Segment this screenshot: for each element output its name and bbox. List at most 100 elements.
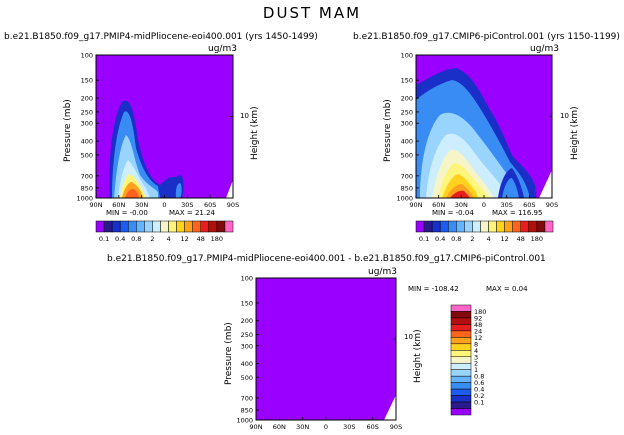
panel-c-xtick-label: 90S (390, 423, 402, 431)
panel-a-ytick-label: 1000 (76, 195, 93, 203)
colorbar-b-label: 0.1 (419, 235, 429, 243)
panel-a-ytick-label: 700 (81, 172, 93, 180)
panel-b-ylabel: Pressure (mb) (383, 99, 393, 162)
panel-c-xtick-label: 0 (324, 423, 328, 431)
colorbar-c-label: 0.4 (474, 386, 484, 394)
colorbar-b-swatch (439, 220, 449, 233)
panel-b-ytick-label: 100 (401, 52, 413, 60)
panel-b-ytick-label: 500 (401, 151, 413, 159)
colorbar-a-swatch (152, 220, 161, 233)
panel-a-xtick-label: 0 (162, 201, 166, 209)
panel-b-ytick-label: 250 (401, 108, 413, 116)
panel-c-max: MAX = 0.04 (486, 285, 528, 293)
panel-c-title: b.e21.B1850.f09_g17.PMIP4-midPliocene-eo… (107, 254, 546, 264)
colorbar-b-swatch (488, 220, 497, 233)
panel-b-xtick-label: 90S (546, 201, 558, 209)
colorbar-c-swatch (450, 382, 472, 390)
colorbar-b: 0.1 0.4 0.8 2 4 12 48 180 (415, 220, 554, 243)
panel-c-background (256, 278, 396, 420)
panel-c-min: MIN = -108.42 (408, 285, 459, 293)
colorbar-b-swatch (512, 220, 522, 233)
colorbar-b-swatch (447, 220, 457, 233)
panel-c-ytick-label: 850 (241, 406, 253, 414)
colorbar-a-label: 180 (211, 235, 223, 243)
panel-a-xtick-label: 30N (135, 201, 148, 209)
colorbar-b-swatch (415, 220, 425, 233)
colorbar-a-swatch (144, 220, 153, 233)
colorbar-b-swatch (504, 220, 513, 233)
panel-c-ytick-label: 150 (241, 300, 253, 308)
panel-a-title: b.e21.B1850.f09_g17.PMIP4-midPliocene-eo… (4, 32, 318, 42)
colorbar-a-swatch (208, 220, 218, 233)
panel-c-ylabel: Pressure (mb) (224, 322, 234, 385)
colorbar-a-label: 48 (197, 235, 205, 243)
panel-a-xtick-label: 90N (89, 201, 102, 209)
panel-b-xtick-label: 60N (432, 201, 445, 209)
panel-a-xtick-label: 60N (112, 201, 125, 209)
colorbar-b-swatch (520, 220, 530, 233)
colorbar-a-swatch (119, 220, 129, 233)
colorbar-c-swatch (450, 324, 472, 332)
colorbar-c-label: 48 (474, 321, 482, 329)
panel-b-ytick-label: 850 (401, 184, 413, 192)
panel-c-ytick-label: 100 (241, 275, 253, 283)
colorbar-c-label: 0.2 (474, 392, 484, 400)
colorbar-b-label: 12 (501, 235, 509, 243)
panel-c-ylabel-right: Height (km) (413, 329, 423, 383)
colorbar-c-label: 180 (474, 308, 486, 316)
colorbar-c-swatch (450, 304, 472, 312)
panel-b-ylabel-right: Height (km) (570, 106, 580, 160)
colorbar-a-label: 12 (181, 235, 189, 243)
panel-c-xtick-label: 30N (296, 423, 309, 431)
colorbar-a-swatch (224, 220, 234, 233)
colorbar-c-swatch (450, 356, 472, 364)
panel-a-ylabel: Pressure (mb) (63, 99, 73, 162)
panel-b-units: ug/m3 (530, 44, 559, 54)
panel-b-xtick-label: 0 (482, 201, 486, 209)
panel-b-ytick-label: 300 (401, 120, 413, 128)
colorbar-c-swatch (450, 401, 472, 409)
colorbar-a-swatch (200, 220, 210, 233)
colorbar-b-swatch (528, 220, 538, 233)
colorbar-a-swatch (216, 220, 226, 233)
panel-c-missing-region (384, 395, 396, 420)
colorbar-b-swatch (496, 220, 505, 233)
colorbar-a-swatch (111, 220, 121, 233)
colorbar-a-swatch (184, 220, 193, 233)
panel-a-ytick-label: 150 (81, 77, 93, 85)
colorbar-a-swatch (127, 220, 137, 233)
colorbar-b-swatch (480, 220, 489, 233)
colorbar-b-label: 48 (517, 235, 525, 243)
panel-c-units: ug/m3 (368, 267, 397, 277)
colorbar-a-swatch (136, 220, 145, 233)
colorbar-b-swatch (536, 220, 546, 233)
panel-c-ytick-label: 700 (241, 395, 253, 403)
colorbar-c-swatch (450, 311, 472, 319)
colorbar-b-label: 0.8 (451, 235, 461, 243)
colorbar-c-swatch (450, 369, 472, 377)
colorbar-b-swatch (431, 220, 441, 233)
panel-b-xtick-label: 30N (455, 201, 468, 209)
colorbar-c-swatch (450, 362, 472, 370)
panel-c-ytick-label: 200 (241, 317, 253, 325)
panel-b-xtick-label: 60S (523, 201, 535, 209)
colorbar-b-swatch (423, 220, 433, 233)
colorbar-c-label: 0.1 (474, 399, 484, 407)
panel-b-ytick-label: 200 (401, 95, 413, 103)
colorbar-a-swatch (160, 220, 169, 233)
panel-c-height-tick: 10 (404, 333, 413, 341)
colorbar-a-swatch (103, 220, 113, 233)
panel-b-min: MIN = -0.04 (432, 209, 474, 217)
colorbar-c-label: 24 (474, 327, 482, 335)
panel-b-ytick-label: 1000 (396, 195, 413, 203)
panel-a-ytick-label: 200 (81, 95, 93, 103)
colorbar-b-swatch (464, 220, 473, 233)
colorbar-c-swatch (450, 408, 472, 416)
colorbar-c-swatch (450, 350, 472, 358)
